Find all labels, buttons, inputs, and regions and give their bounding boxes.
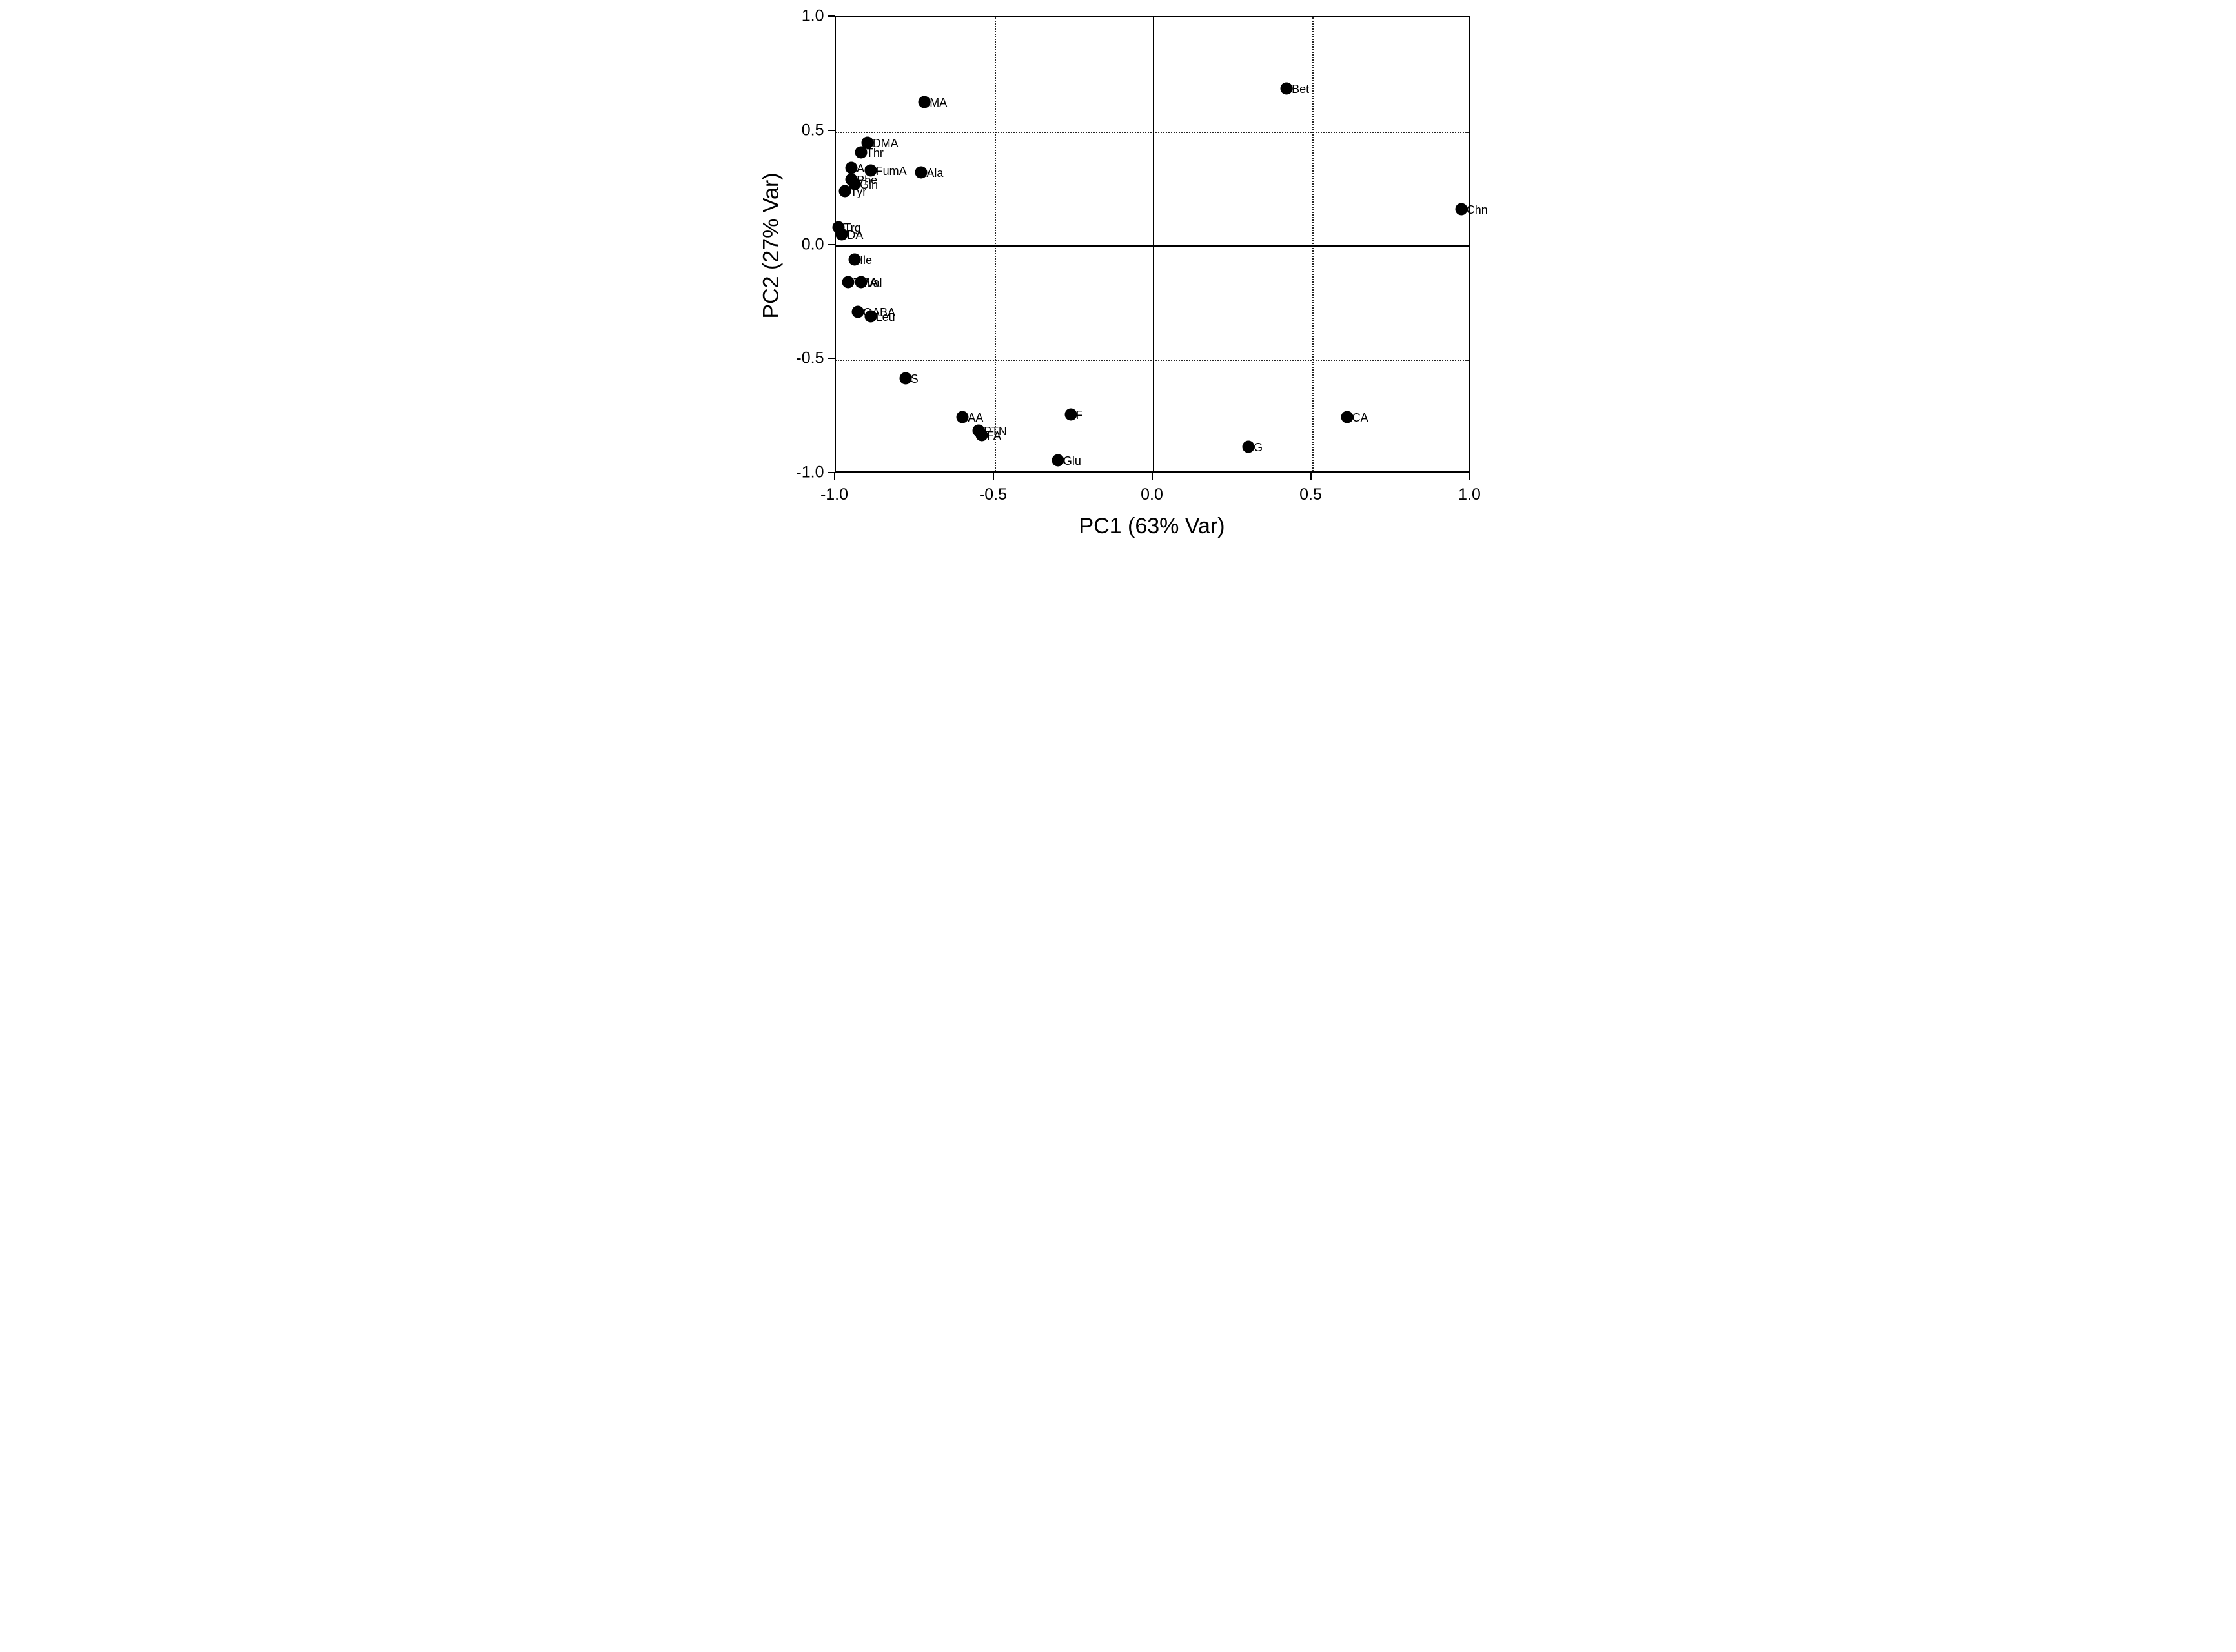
data-point-Val: [855, 276, 868, 289]
data-point-GABA: [851, 305, 864, 318]
point-label-AA: AA: [968, 411, 984, 424]
data-point-MA: [918, 96, 931, 108]
data-point-S: [899, 372, 912, 385]
point-label-Trg: Trg: [844, 221, 861, 235]
x-tick-label: -1.0: [820, 485, 849, 504]
point-label-CA: CA: [1352, 411, 1368, 424]
y-tick-label: 0.5: [801, 121, 824, 139]
point-label-FA: FA: [986, 429, 1001, 442]
x-tick-mark: [992, 473, 994, 480]
gridline-vertical: [1312, 17, 1314, 471]
point-label-F: F: [1075, 409, 1083, 422]
data-point-Chn: [1455, 203, 1468, 216]
data-point-Tyr: [838, 185, 851, 198]
y-tick-label: 0.0: [801, 235, 824, 253]
data-point-Ile: [848, 253, 861, 266]
point-label-Phe: Phe: [857, 173, 878, 187]
point-label-FumA: FumA: [875, 164, 907, 178]
gridline-vertical: [994, 17, 996, 471]
data-point-DA: [835, 228, 848, 241]
data-point-Thr: [855, 146, 868, 159]
pca-loadings-figure: PC2 (27% Var) PC1 (63% Var) MABetDMAThrA…: [745, 0, 1491, 551]
y-tick-label: -1.0: [796, 463, 824, 482]
gridline-horizontal: [835, 360, 1469, 362]
point-label-Val: Val: [866, 276, 882, 290]
data-point-Ala: [915, 166, 928, 179]
point-label-Glu: Glu: [1062, 454, 1081, 467]
plot-area: MABetDMAThrAspFumAAlaPheGlnTyrChnTrgDAIl…: [832, 16, 1488, 473]
point-label-Gln: Gln: [860, 178, 879, 192]
data-point-Gln: [848, 178, 861, 190]
point-label-Leu: Leu: [875, 311, 895, 324]
y-tick-mark: [827, 15, 835, 17]
point-label-Ile: Ile: [860, 253, 873, 267]
zero-line-vertical: [1152, 17, 1154, 471]
data-point-Asp: [845, 161, 858, 174]
data-point-CA: [1341, 411, 1354, 423]
y-tick-mark: [827, 243, 835, 245]
point-label-PTN: PTN: [983, 424, 1007, 438]
x-tick-mark: [1151, 473, 1153, 480]
point-label-G: G: [1254, 440, 1263, 454]
y-tick-mark: [827, 358, 835, 360]
y-tick-mark: [827, 472, 835, 473]
data-point-TMA: [842, 276, 855, 289]
data-point-Glu: [1052, 454, 1064, 467]
data-point-DMA: [861, 136, 874, 149]
point-label-MA: MA: [930, 96, 948, 109]
y-tick-mark: [827, 129, 835, 131]
point-label-Chn: Chn: [1466, 203, 1488, 216]
data-point-G: [1242, 440, 1255, 453]
data-point-Leu: [864, 310, 877, 323]
x-tick-mark: [1310, 473, 1312, 480]
point-label-Ala: Ala: [926, 167, 944, 180]
data-point-FA: [975, 429, 988, 442]
x-tick-mark: [833, 473, 835, 480]
point-label-S: S: [910, 372, 919, 385]
y-tick-label: -0.5: [796, 349, 824, 367]
x-tick-mark: [1469, 473, 1470, 480]
gridline-horizontal: [835, 131, 1469, 133]
data-point-F: [1064, 408, 1077, 421]
x-tick-label: 0.0: [1141, 485, 1163, 504]
zero-line-horizontal: [835, 245, 1469, 247]
point-label-Thr: Thr: [866, 146, 884, 159]
data-point-Bet: [1280, 82, 1293, 95]
data-point-FumA: [864, 164, 877, 177]
point-label-DMA: DMA: [872, 137, 899, 150]
data-point-AA: [956, 411, 969, 423]
point-label-Bet: Bet: [1292, 82, 1310, 96]
x-tick-label: 1.0: [1458, 485, 1481, 504]
point-label-DA: DA: [847, 228, 864, 241]
x-tick-label: 0.5: [1299, 485, 1322, 504]
x-axis-title: PC1 (63% Var): [1079, 514, 1225, 538]
y-tick-label: 1.0: [801, 6, 824, 25]
x-tick-label: -0.5: [979, 485, 1008, 504]
